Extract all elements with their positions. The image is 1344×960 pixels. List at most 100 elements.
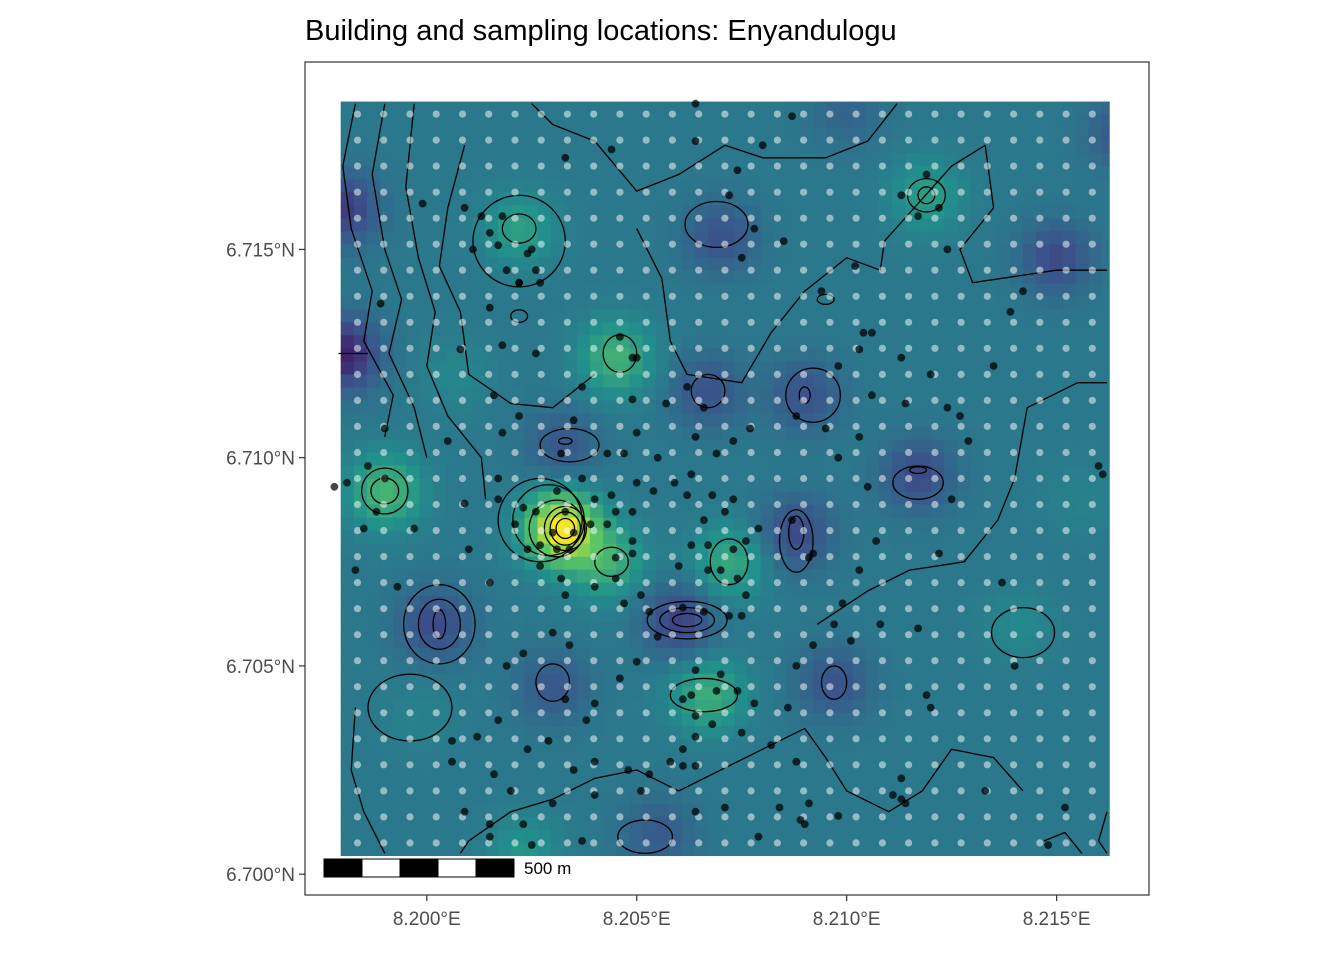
raster-cell (498, 438, 512, 453)
sampling-point (485, 605, 493, 613)
raster-cell (419, 178, 434, 193)
raster-cell (550, 113, 565, 128)
sampling-point (485, 422, 493, 430)
sampling-point (1088, 735, 1096, 743)
raster-cell (1101, 243, 1110, 258)
sampling-point (1062, 162, 1070, 170)
sampling-point (800, 709, 808, 717)
raster-cell (786, 543, 801, 557)
raster-cell (708, 178, 722, 193)
raster-cell (340, 699, 355, 713)
raster-cell (445, 777, 460, 791)
sampling-point (931, 657, 939, 665)
raster-cell (996, 178, 1011, 193)
building-point (485, 303, 494, 312)
raster-cell (760, 451, 775, 466)
raster-cell (340, 230, 355, 245)
building-point (448, 757, 456, 766)
raster-cell (944, 842, 959, 857)
raster-cell (786, 191, 801, 206)
sampling-point (590, 527, 598, 535)
raster-cell (865, 113, 880, 128)
raster-cell (366, 777, 381, 791)
sampling-point (432, 188, 440, 196)
sampling-point (642, 474, 650, 483)
raster-cell (1075, 152, 1090, 167)
sampling-point (1088, 370, 1096, 378)
sampling-point (1115, 579, 1123, 587)
building-point (834, 362, 843, 370)
raster-cell (471, 582, 486, 596)
sampling-point (826, 474, 834, 483)
raster-cell (340, 412, 355, 427)
raster-cell (524, 360, 539, 375)
raster-cell (944, 139, 959, 154)
raster-cell (1075, 217, 1090, 232)
raster-cell (629, 608, 644, 622)
raster-cell (813, 777, 827, 791)
raster-cell (970, 738, 985, 752)
raster-cell (970, 829, 985, 844)
raster-cell (918, 152, 932, 167)
raster-cell (419, 438, 434, 453)
raster-cell (471, 425, 486, 440)
sampling-point (353, 266, 362, 274)
raster-cell (498, 464, 512, 479)
raster-cell (340, 438, 355, 453)
building-point (935, 549, 943, 558)
raster-cell (734, 477, 749, 492)
sampling-point (458, 214, 467, 222)
raster-cell (970, 504, 985, 518)
raster-cell (366, 191, 381, 206)
raster-cell (366, 269, 381, 284)
raster-cell (603, 230, 617, 245)
raster-cell (655, 334, 670, 349)
raster-cell (655, 738, 670, 752)
raster-cell (760, 543, 775, 557)
raster-cell (629, 491, 644, 505)
raster-cell (1023, 803, 1037, 817)
building-point (901, 799, 910, 808)
raster-cell (839, 790, 854, 804)
building-point (847, 637, 855, 645)
sampling-point (380, 266, 388, 274)
raster-cell (393, 204, 407, 219)
building-point (914, 212, 922, 221)
raster-cell (813, 595, 827, 609)
raster-cell (918, 751, 932, 765)
raster-cell (970, 204, 985, 219)
raster-cell (865, 282, 880, 297)
raster-cell (944, 634, 959, 648)
raster-cell (629, 360, 644, 375)
sampling-point (957, 266, 965, 274)
raster-cell (813, 412, 827, 427)
raster-cell (603, 751, 617, 765)
sampling-point (1088, 500, 1096, 509)
raster-cell (839, 412, 854, 427)
raster-cell (970, 308, 985, 323)
raster-cell (970, 699, 985, 713)
raster-cell (524, 712, 539, 726)
raster-cell (839, 438, 854, 453)
raster-cell (445, 556, 460, 570)
raster-cell (786, 829, 801, 844)
raster-cell (1101, 569, 1110, 583)
building-point (868, 391, 876, 400)
sampling-point (1036, 240, 1044, 248)
building-point (590, 582, 599, 591)
raster-cell (655, 126, 670, 141)
sampling-point (1036, 527, 1044, 535)
sampling-point (353, 527, 362, 535)
raster-cell (340, 621, 355, 635)
sampling-point (380, 396, 388, 404)
raster-cell (813, 126, 827, 141)
raster-cell (839, 347, 854, 362)
raster-cell (865, 608, 880, 622)
raster-cell (419, 425, 434, 440)
sampling-point (642, 422, 650, 430)
raster-cell (550, 491, 565, 505)
raster-cell (996, 699, 1011, 713)
building-point (851, 262, 859, 270)
raster-cell (708, 165, 722, 180)
sampling-point (695, 188, 703, 196)
